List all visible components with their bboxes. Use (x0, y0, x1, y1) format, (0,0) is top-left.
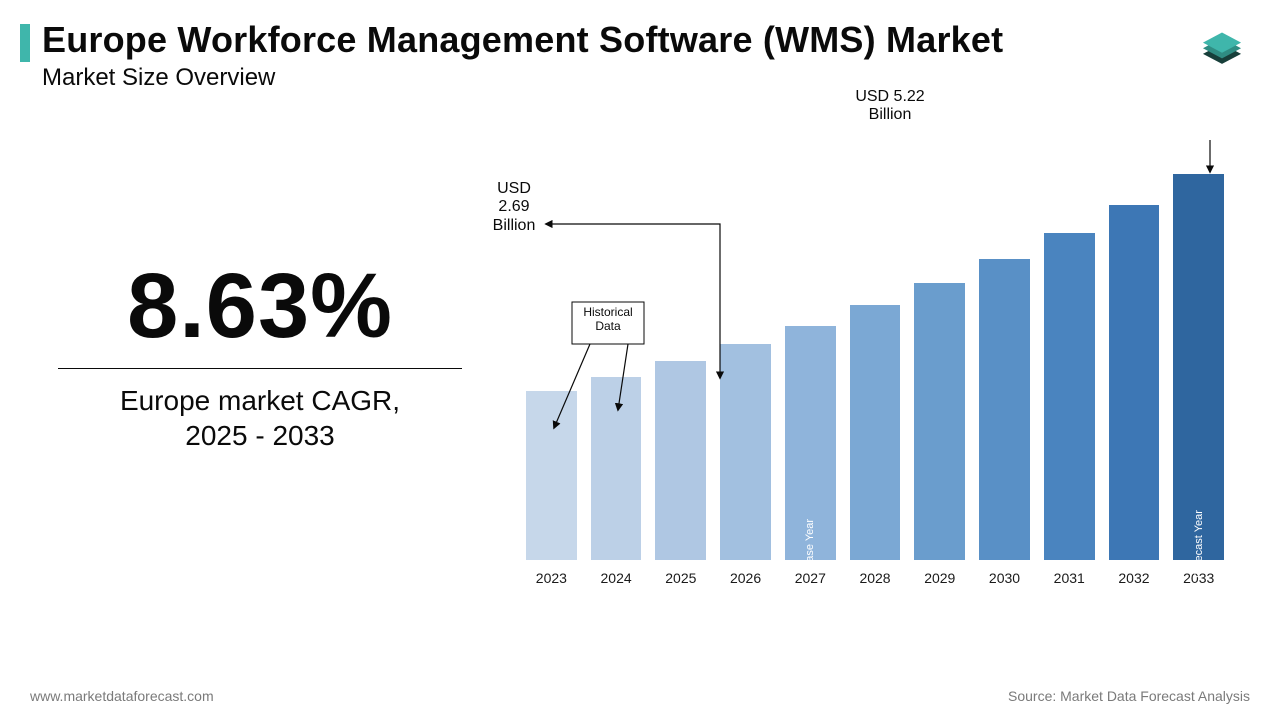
bar-col-2030: 2030 (979, 259, 1030, 586)
bar-col-2033: Forecast Year2033 (1173, 174, 1224, 586)
brand-logo-icon (1194, 18, 1250, 74)
page-title: Europe Workforce Management Software (WM… (42, 20, 1200, 60)
bar-in-label-2027: Base Year (804, 519, 816, 569)
bar-2032 (1109, 205, 1160, 560)
bar-xlabel-2032: 2032 (1118, 570, 1149, 586)
bar-col-2032: 2032 (1109, 205, 1160, 586)
bar-xlabel-2024: 2024 (601, 570, 632, 586)
header: Europe Workforce Management Software (WM… (20, 20, 1200, 92)
bar-col-2025: 2025 (655, 361, 706, 586)
bar-2026 (720, 344, 771, 560)
bar-2029 (914, 283, 965, 560)
bar-2033: Forecast Year (1173, 174, 1224, 560)
bar-xlabel-2025: 2025 (665, 570, 696, 586)
footer-source: Source: Market Data Forecast Analysis (1008, 688, 1250, 704)
bar-xlabel-2026: 2026 (730, 570, 761, 586)
bar-col-2028: 2028 (850, 305, 901, 586)
bar-col-2027: Base Year2027 (785, 326, 836, 586)
bar-in-label-2033: Forecast Year (1193, 510, 1205, 578)
bar-xlabel-2027: 2027 (795, 570, 826, 586)
bar-col-2024: 2024 (591, 377, 642, 586)
bar-xlabel-2029: 2029 (924, 570, 955, 586)
market-chart: 2023202420252026Base Year202720282029203… (510, 140, 1240, 640)
annotation-start-value: USD 2.69 Billion (474, 180, 554, 235)
bar-col-2023: 2023 (526, 391, 577, 586)
bar-col-2029: 2029 (914, 283, 965, 586)
bar-2028 (850, 305, 901, 560)
cagr-stat: 8.63% Europe market CAGR, 2025 - 2033 (40, 260, 480, 453)
bar-xlabel-2030: 2030 (989, 570, 1020, 586)
stat-divider (58, 368, 462, 369)
bar-2027: Base Year (785, 326, 836, 560)
annotation-historical-data: Historical Data (572, 306, 644, 334)
bar-2031 (1044, 233, 1095, 560)
page-subtitle: Market Size Overview (42, 64, 1200, 92)
annotation-end-value: USD 5.22 Billion (830, 88, 950, 125)
cagr-label: Europe market CAGR, 2025 - 2033 (40, 383, 480, 453)
bar-2024 (591, 377, 642, 560)
bar-xlabel-2028: 2028 (859, 570, 890, 586)
bar-2030 (979, 259, 1030, 560)
bar-xlabel-2023: 2023 (536, 570, 567, 586)
cagr-value: 8.63% (40, 260, 480, 352)
bar-col-2031: 2031 (1044, 233, 1095, 586)
bar-xlabel-2031: 2031 (1054, 570, 1085, 586)
chart-bars: 2023202420252026Base Year202720282029203… (520, 140, 1230, 586)
footer: www.marketdataforecast.com Source: Marke… (30, 688, 1250, 704)
bar-2023 (526, 391, 577, 560)
bar-col-2026: 2026 (720, 344, 771, 586)
footer-website: www.marketdataforecast.com (30, 688, 214, 704)
bar-2025 (655, 361, 706, 560)
